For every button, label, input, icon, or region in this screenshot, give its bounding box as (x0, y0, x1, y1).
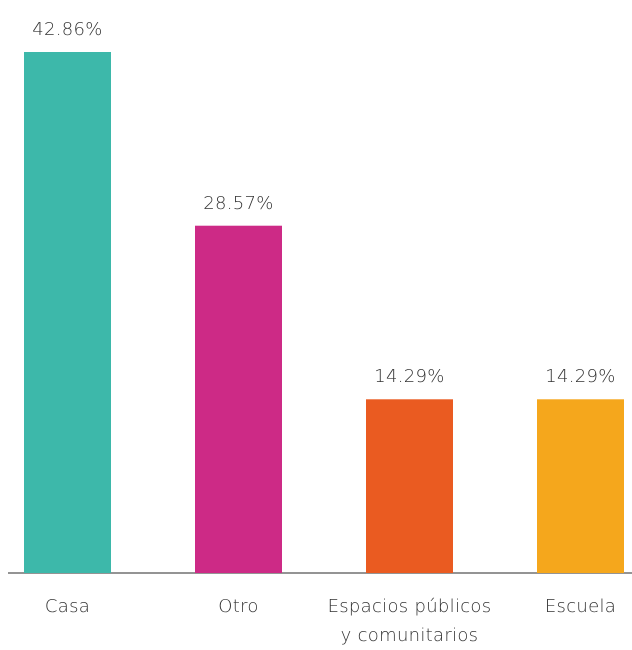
bar (366, 399, 453, 573)
value-label: 14.29% (330, 362, 490, 391)
value-label: 42.86% (0, 15, 148, 44)
bar (195, 226, 282, 573)
x-tick-label: Otro (154, 592, 324, 621)
x-tick-label: Espacios públicos y comunitarios (325, 592, 495, 650)
value-label: 28.57% (159, 189, 319, 218)
x-tick-label: Escuela (496, 592, 632, 621)
bar (24, 52, 111, 573)
bar (537, 399, 624, 573)
value-label: 14.29% (501, 362, 632, 391)
x-tick-label: Casa (0, 592, 153, 621)
